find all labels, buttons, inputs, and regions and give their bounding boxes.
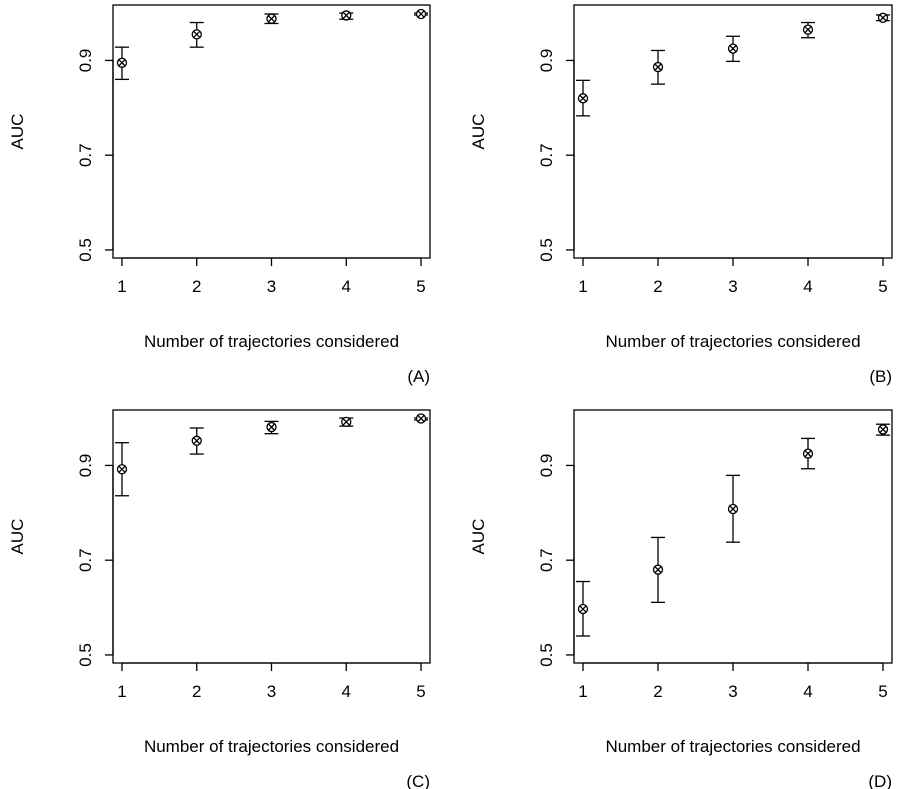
data-point bbox=[802, 24, 814, 35]
x-tick-label: 5 bbox=[878, 682, 887, 701]
x-tick-label: 5 bbox=[878, 277, 887, 296]
y-tick-label: 0.5 bbox=[537, 643, 556, 667]
data-point bbox=[415, 413, 427, 424]
y-axis-title: AUC bbox=[469, 519, 488, 555]
x-tick-label: 2 bbox=[653, 682, 662, 701]
x-tick-label: 1 bbox=[117, 682, 126, 701]
data-point-cross bbox=[342, 11, 350, 20]
panel-label: (B) bbox=[869, 367, 892, 386]
y-tick-label: 0.7 bbox=[76, 548, 95, 572]
data-point-cross bbox=[267, 15, 276, 23]
data-point bbox=[577, 93, 589, 104]
x-tick-label: 1 bbox=[117, 277, 126, 296]
data-point-cross bbox=[729, 505, 737, 513]
x-tick-label: 5 bbox=[416, 682, 425, 701]
data-point bbox=[727, 43, 739, 54]
y-tick-label: 0.9 bbox=[76, 49, 95, 73]
y-tick-label: 0.9 bbox=[76, 454, 95, 478]
y-tick-label: 0.9 bbox=[537, 49, 556, 73]
x-tick-label: 1 bbox=[578, 682, 587, 701]
data-point bbox=[727, 503, 739, 515]
data-point-cross bbox=[417, 10, 425, 18]
data-point-cross bbox=[654, 63, 662, 71]
x-tick-label: 4 bbox=[803, 277, 812, 296]
data-point bbox=[652, 564, 664, 575]
x-tick-label: 2 bbox=[192, 682, 201, 701]
x-axis-title: Number of trajectories considered bbox=[144, 332, 399, 351]
y-axis-title: AUC bbox=[8, 519, 27, 555]
chart-panel-a: 1 2 3 4 5 0.5 0.7 0.9 AUC Number of trajectories … bbox=[8, 4, 431, 386]
y-axis-title: AUC bbox=[8, 114, 27, 150]
data-point bbox=[652, 61, 664, 73]
y-tick-label: 0.7 bbox=[537, 548, 556, 572]
y-tick-label: 0.7 bbox=[76, 143, 95, 167]
data-point-cross bbox=[729, 44, 737, 53]
data-point bbox=[577, 603, 589, 615]
data-point bbox=[802, 448, 814, 459]
plot-frame bbox=[112, 4, 431, 259]
panel-label: (A) bbox=[407, 367, 430, 386]
data-point bbox=[877, 424, 889, 435]
data-point bbox=[266, 421, 277, 433]
y-tick-label: 0.7 bbox=[537, 143, 556, 167]
data-point-cross bbox=[879, 14, 887, 22]
data-point-cross bbox=[417, 414, 425, 423]
chart-panel-d: 1 2 3 4 5 0.5 0.7 0.9 AUC Number of trajectories … bbox=[469, 409, 893, 789]
data-point bbox=[415, 8, 427, 20]
data-point-cross bbox=[118, 465, 126, 473]
x-axis-title: Number of trajectories considered bbox=[605, 332, 860, 351]
x-tick-label: 4 bbox=[342, 682, 351, 701]
chart-panel-c: 1 2 3 4 5 0.5 0.7 0.9 AUC Number of trajectories … bbox=[8, 409, 431, 789]
y-tick-label: 0.5 bbox=[537, 238, 556, 262]
x-axis-title: Number of trajectories considered bbox=[144, 737, 399, 756]
data-point bbox=[191, 435, 202, 446]
x-tick-label: 4 bbox=[342, 277, 351, 296]
data-point-cross bbox=[579, 605, 587, 613]
x-tick-label: 3 bbox=[267, 277, 276, 296]
data-point-cross bbox=[193, 437, 201, 445]
y-axis-title: AUC bbox=[469, 114, 488, 150]
data-point bbox=[266, 13, 277, 24]
data-point bbox=[341, 10, 352, 21]
data-point-cross bbox=[193, 30, 201, 39]
panel-label: (D) bbox=[868, 772, 892, 789]
chart-panel-b: 1 2 3 4 5 0.5 0.7 0.9 AUC Number of trajectories … bbox=[469, 4, 893, 386]
x-axis-title: Number of trajectories considered bbox=[605, 737, 860, 756]
data-point-cross bbox=[579, 94, 587, 102]
data-point-cross bbox=[879, 425, 887, 434]
x-tick-label: 2 bbox=[192, 277, 201, 296]
data-point-cross bbox=[804, 449, 812, 458]
panel-label: (C) bbox=[406, 772, 430, 789]
data-point bbox=[116, 464, 128, 475]
y-tick-label: 0.9 bbox=[537, 454, 556, 478]
x-tick-label: 4 bbox=[803, 682, 812, 701]
x-tick-label: 3 bbox=[267, 682, 276, 701]
y-tick-label: 0.5 bbox=[76, 238, 95, 262]
x-tick-label: 3 bbox=[728, 277, 737, 296]
data-point bbox=[191, 29, 202, 40]
data-point-cross bbox=[342, 418, 350, 426]
data-point-cross bbox=[804, 25, 812, 34]
x-tick-label: 5 bbox=[416, 277, 425, 296]
plot-frame bbox=[112, 409, 431, 664]
data-point bbox=[116, 57, 128, 68]
y-tick-label: 0.5 bbox=[76, 643, 95, 667]
x-tick-label: 1 bbox=[578, 277, 587, 296]
data-point-cross bbox=[118, 59, 126, 67]
data-point bbox=[341, 416, 352, 427]
x-tick-label: 2 bbox=[653, 277, 662, 296]
data-point-cross bbox=[267, 423, 276, 431]
data-point bbox=[877, 12, 889, 23]
x-tick-label: 3 bbox=[728, 682, 737, 701]
data-point-cross bbox=[654, 566, 662, 574]
